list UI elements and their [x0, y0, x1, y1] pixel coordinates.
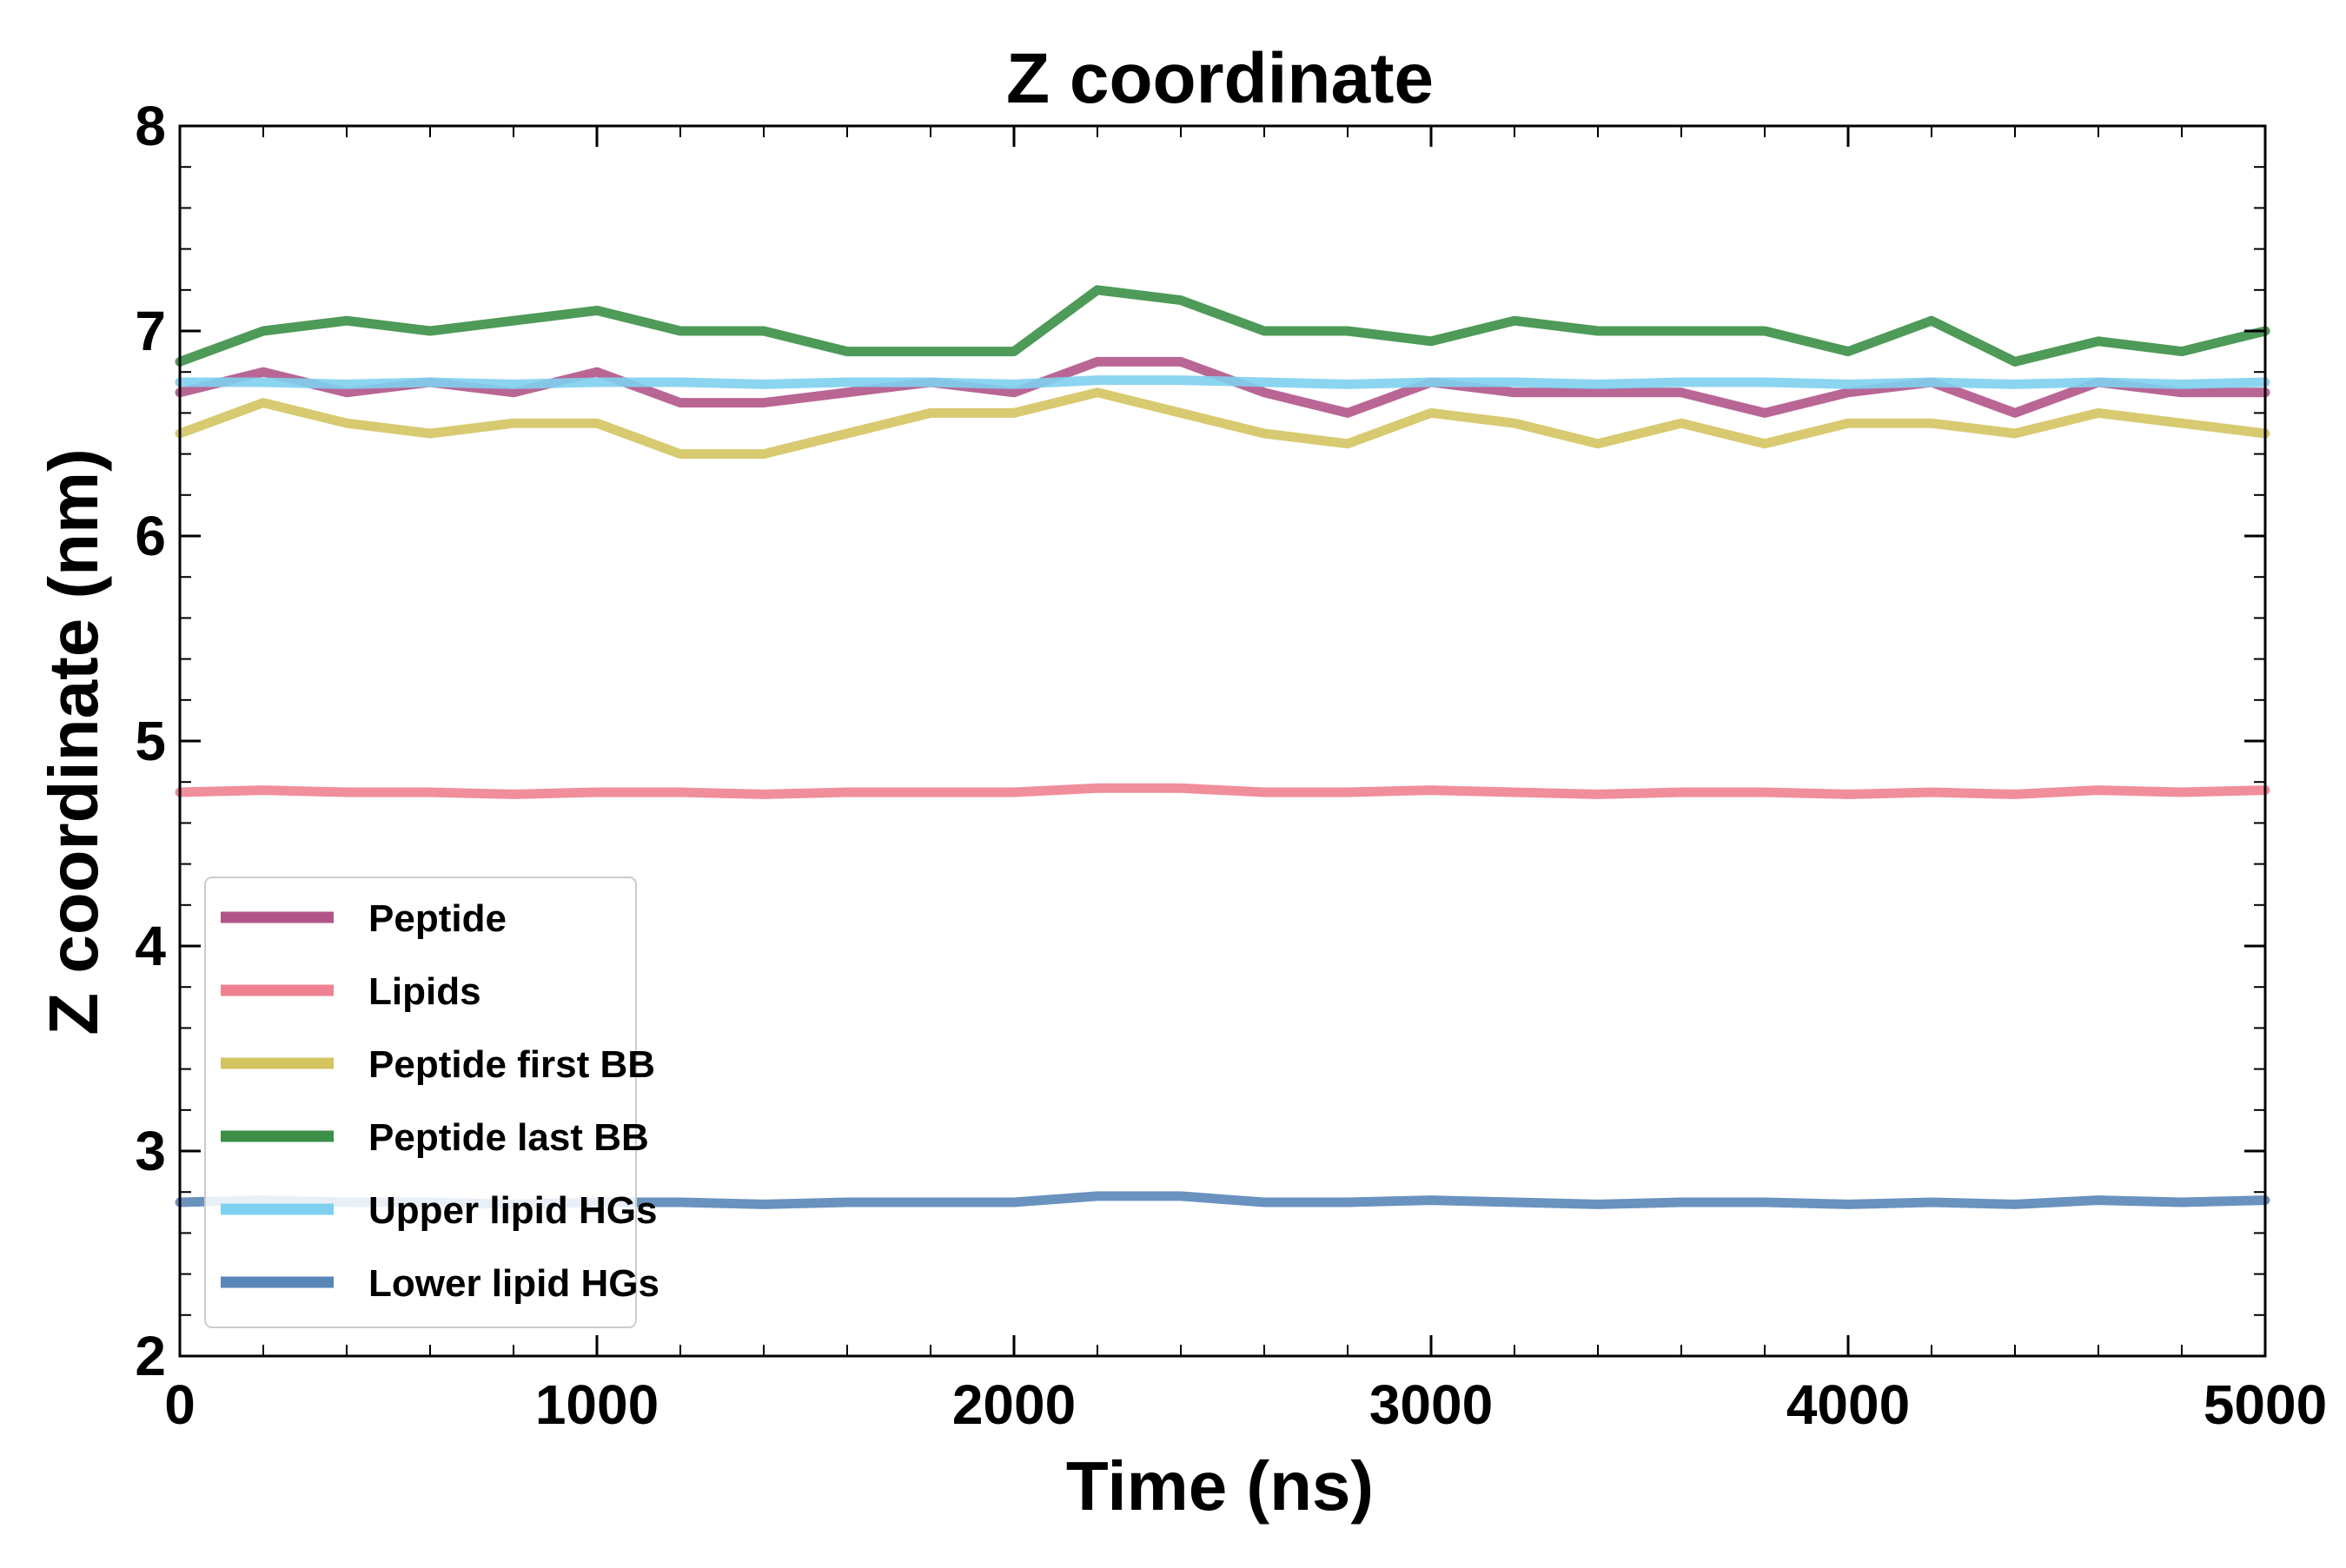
y-tick-label-1: 3 — [135, 1120, 166, 1182]
legend-label-3: Peptide last BB — [368, 1116, 649, 1159]
y-tick-label-0: 2 — [135, 1325, 166, 1387]
plot-frame — [178, 124, 2267, 1358]
legend-label-2: Peptide first BB — [368, 1043, 655, 1086]
x-axis-label: Time (ns) — [1066, 1447, 1374, 1525]
series-line-1 — [175, 783, 2270, 799]
y-tick-label-6: 8 — [135, 95, 166, 157]
x-tick-label-1: 1000 — [535, 1373, 659, 1436]
legend: Peptide Lipids Peptide first BB Peptide las… — [204, 877, 659, 1328]
x-tick-label-0: 0 — [164, 1373, 196, 1436]
series-line-2 — [175, 387, 2270, 460]
y-axis-label: Z coordinate (nm) — [35, 448, 112, 1035]
legend-label-5: Lower lipid HGs — [368, 1262, 659, 1305]
x-tick-label-4: 4000 — [1786, 1373, 1910, 1436]
y-tick-label-2: 4 — [135, 915, 166, 977]
x-tick-label-5: 5000 — [2204, 1373, 2327, 1436]
series-line-3 — [175, 285, 2270, 367]
y-tick-label-5: 7 — [135, 300, 166, 362]
series-line-4 — [175, 375, 2270, 389]
x-tick-label-2: 2000 — [952, 1373, 1076, 1436]
legend-box — [204, 877, 637, 1328]
legend-label-0: Peptide — [368, 897, 507, 940]
x-tick-label-3: 3000 — [1369, 1373, 1493, 1436]
legend-label-4: Upper lipid HGs — [368, 1189, 657, 1232]
chart-title: Z coordinate — [1006, 39, 1434, 118]
ticks-layer: 0 1000 2000 3000 4000 5000 2 3 4 5 6 7 8 — [135, 95, 2327, 1436]
legend-label-1: Lipids — [368, 970, 481, 1013]
y-tick-label-4: 6 — [135, 505, 166, 567]
y-tick-label-3: 5 — [135, 710, 166, 772]
